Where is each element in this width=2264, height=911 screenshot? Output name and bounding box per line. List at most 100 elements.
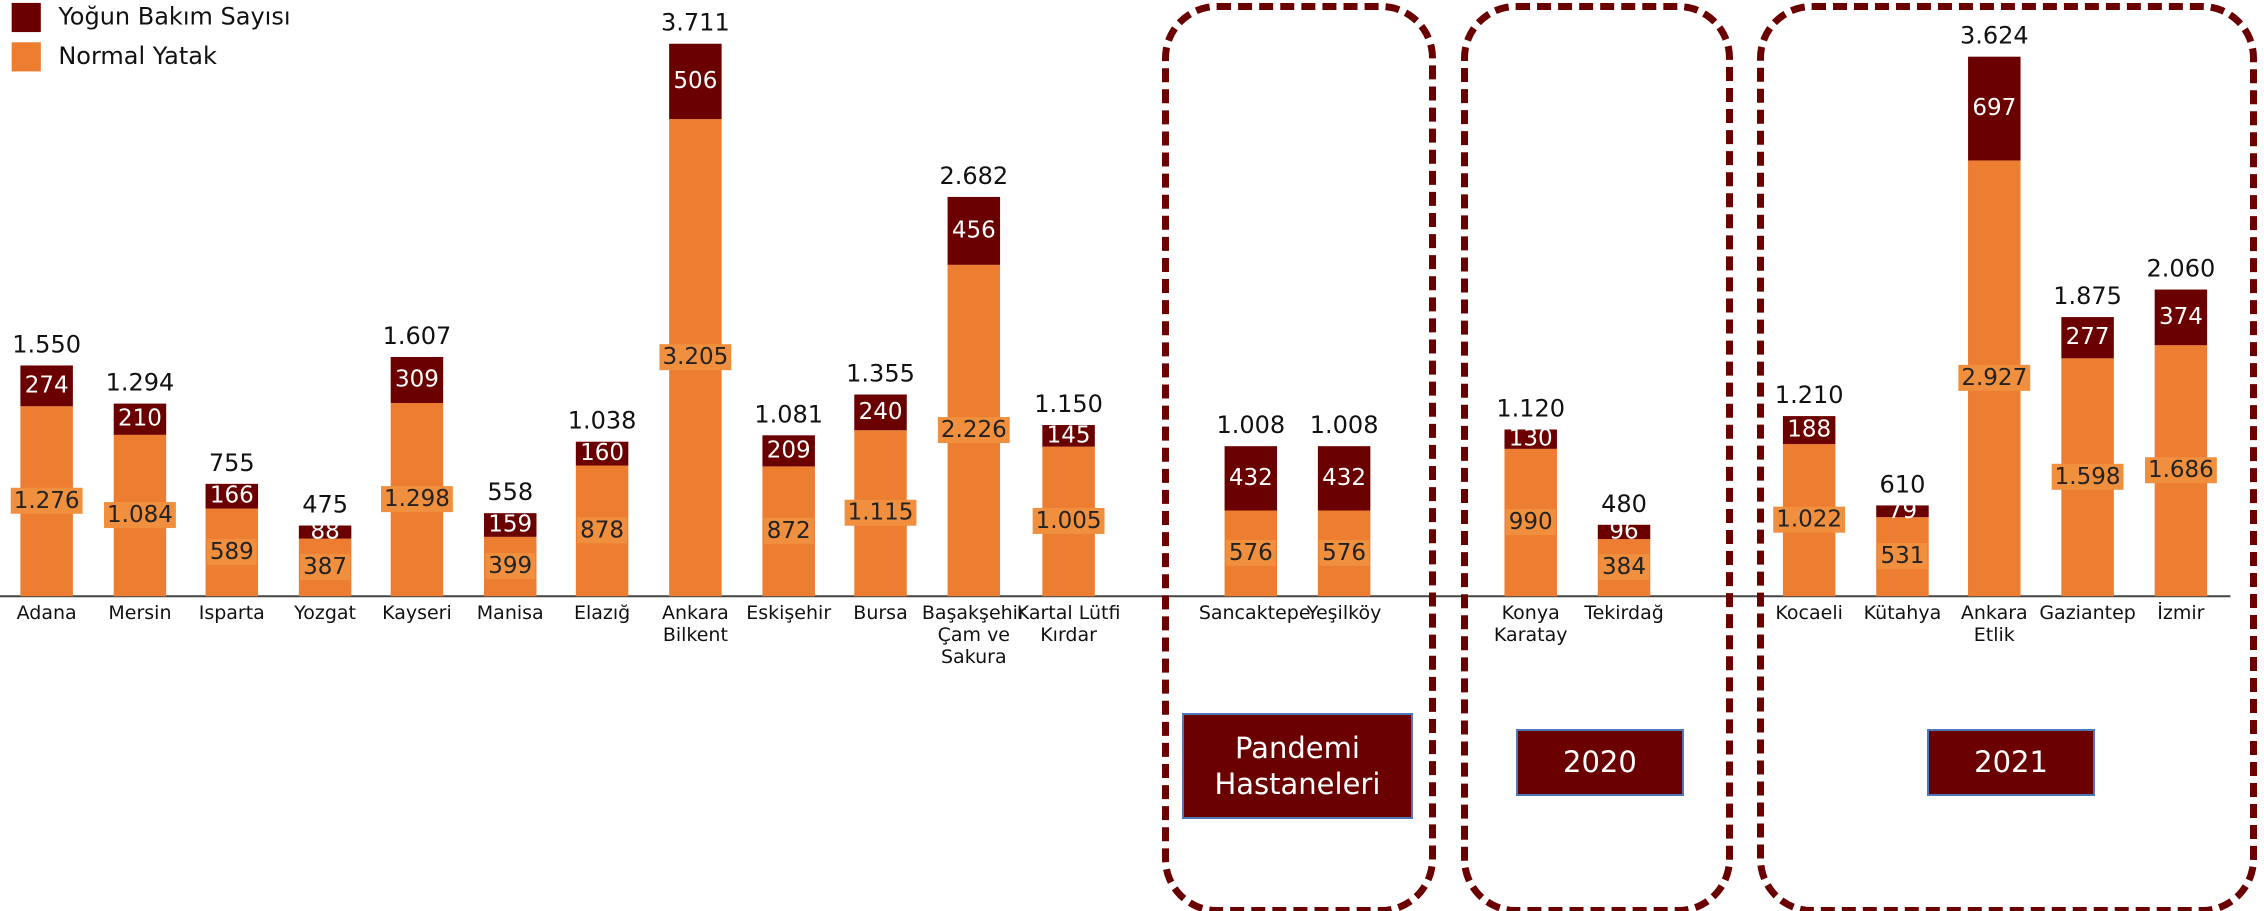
value-label-box — [206, 538, 257, 565]
value-label-box — [1505, 509, 1556, 536]
value-label: 384 — [1602, 554, 1646, 580]
value-label: 79 — [1888, 498, 1917, 524]
total-label: 480 — [1601, 490, 1647, 518]
total-label: 1.008 — [1310, 411, 1379, 439]
total-label: 1.550 — [12, 330, 81, 358]
value-label-box — [300, 553, 351, 580]
value-label: 3.205 — [662, 344, 728, 370]
total-label: 1.875 — [2053, 282, 2122, 310]
value-label: 274 — [25, 372, 69, 398]
value-label: 576 — [1322, 540, 1366, 566]
value-label: 1.276 — [14, 488, 80, 514]
x-tick-label: Isparta — [198, 602, 265, 625]
value-label-box — [659, 344, 732, 371]
value-label: 374 — [2159, 304, 2203, 330]
total-label: 3.711 — [661, 9, 730, 37]
value-label: 188 — [1787, 417, 1831, 443]
value-label: 576 — [1229, 540, 1273, 566]
x-tick-label: Konya Karatay — [1493, 602, 1568, 647]
x-tick-label: Bursa — [853, 602, 908, 625]
value-label-box — [2051, 463, 2124, 490]
total-label: 1.081 — [754, 400, 823, 428]
x-tick-label: Ankara Etlik — [1960, 602, 2028, 647]
total-label: 1.210 — [1775, 381, 1844, 409]
value-label: 531 — [1881, 543, 1925, 569]
value-label: 456 — [952, 217, 996, 243]
value-label: 990 — [1509, 509, 1553, 535]
bar-segment — [1968, 56, 2021, 161]
bar-segment — [2154, 289, 2208, 346]
value-label-box — [763, 517, 814, 544]
total-label: 2.682 — [939, 162, 1008, 190]
value-label: 166 — [210, 483, 254, 509]
value-label: 1.022 — [1776, 507, 1842, 533]
group-label: 2021 — [1927, 728, 2095, 796]
value-label: 432 — [1322, 465, 1366, 491]
value-label: 878 — [580, 517, 624, 543]
bar-segment — [1504, 429, 1557, 449]
value-label: 240 — [859, 399, 903, 425]
x-tick-label: Manisa — [476, 602, 544, 625]
value-label-box — [1877, 543, 1928, 570]
value-label: 130 — [1509, 426, 1553, 452]
total-label: 475 — [302, 491, 348, 519]
value-label: 1.005 — [1036, 508, 1102, 534]
value-label-box — [1319, 539, 1370, 566]
bar-segment — [298, 525, 352, 539]
bar-segment — [390, 356, 444, 403]
value-label: 1.598 — [2055, 464, 2121, 490]
value-label-box — [937, 417, 1010, 444]
bar-segment — [483, 513, 537, 537]
value-label: 2.927 — [1961, 365, 2027, 391]
value-label-box — [1958, 364, 2031, 391]
value-label-box — [844, 499, 917, 526]
total-label: 1.150 — [1034, 390, 1103, 418]
bar-segment — [2061, 317, 2114, 359]
value-label-box — [1599, 554, 1649, 581]
bar-segment — [762, 435, 815, 467]
value-label: 309 — [395, 366, 439, 392]
total-label: 558 — [487, 478, 533, 506]
x-tick-label: Elazığ — [573, 602, 631, 625]
total-label: 3.624 — [1960, 22, 2029, 50]
value-label: 432 — [1229, 465, 1273, 491]
value-label-box — [485, 553, 536, 580]
total-label: 1.008 — [1216, 411, 1285, 439]
value-label: 160 — [580, 440, 624, 466]
value-label-box — [381, 486, 453, 513]
total-label: 1.294 — [106, 369, 175, 397]
x-tick-label: Mersin — [108, 602, 172, 625]
x-tick-label: İzmir — [2157, 602, 2205, 625]
value-label: 589 — [210, 539, 254, 565]
value-label: 145 — [1047, 422, 1091, 448]
total-label: 2.060 — [2147, 255, 2216, 283]
total-label: 1.120 — [1496, 394, 1565, 422]
value-label-box — [10, 487, 83, 514]
bar-segment — [669, 43, 722, 120]
value-label: 88 — [310, 519, 339, 545]
x-tick-label: Kocaeli — [1775, 602, 1843, 625]
bar-segment — [947, 196, 1001, 265]
bar-segment — [205, 483, 259, 509]
x-tick-label: Kartal Lütfi Kırdar — [1016, 602, 1121, 647]
x-tick-label: Adana — [16, 602, 77, 625]
value-label: 210 — [118, 406, 162, 432]
bar-segment — [1876, 505, 1929, 518]
group-label: 2020 — [1516, 728, 1684, 796]
group-frame — [1161, 2, 1436, 911]
total-label: 1.038 — [568, 407, 637, 435]
total-label: 755 — [209, 449, 255, 477]
x-tick-label: Eskişehir — [746, 602, 832, 625]
value-label: 1.686 — [2148, 457, 2214, 483]
x-tick-label: Yozgat — [294, 602, 357, 625]
bar-segment — [1042, 425, 1095, 447]
legend-swatch — [11, 2, 41, 33]
value-label-box — [104, 502, 176, 529]
value-label: 2.226 — [941, 417, 1007, 443]
x-tick-label: Kayseri — [382, 602, 452, 625]
total-label: 1.607 — [383, 322, 452, 350]
group-frame — [1460, 2, 1734, 911]
value-label: 1.115 — [848, 500, 914, 526]
bar-segment — [113, 403, 167, 435]
x-tick-label: Sancaktepe — [1198, 602, 1311, 625]
